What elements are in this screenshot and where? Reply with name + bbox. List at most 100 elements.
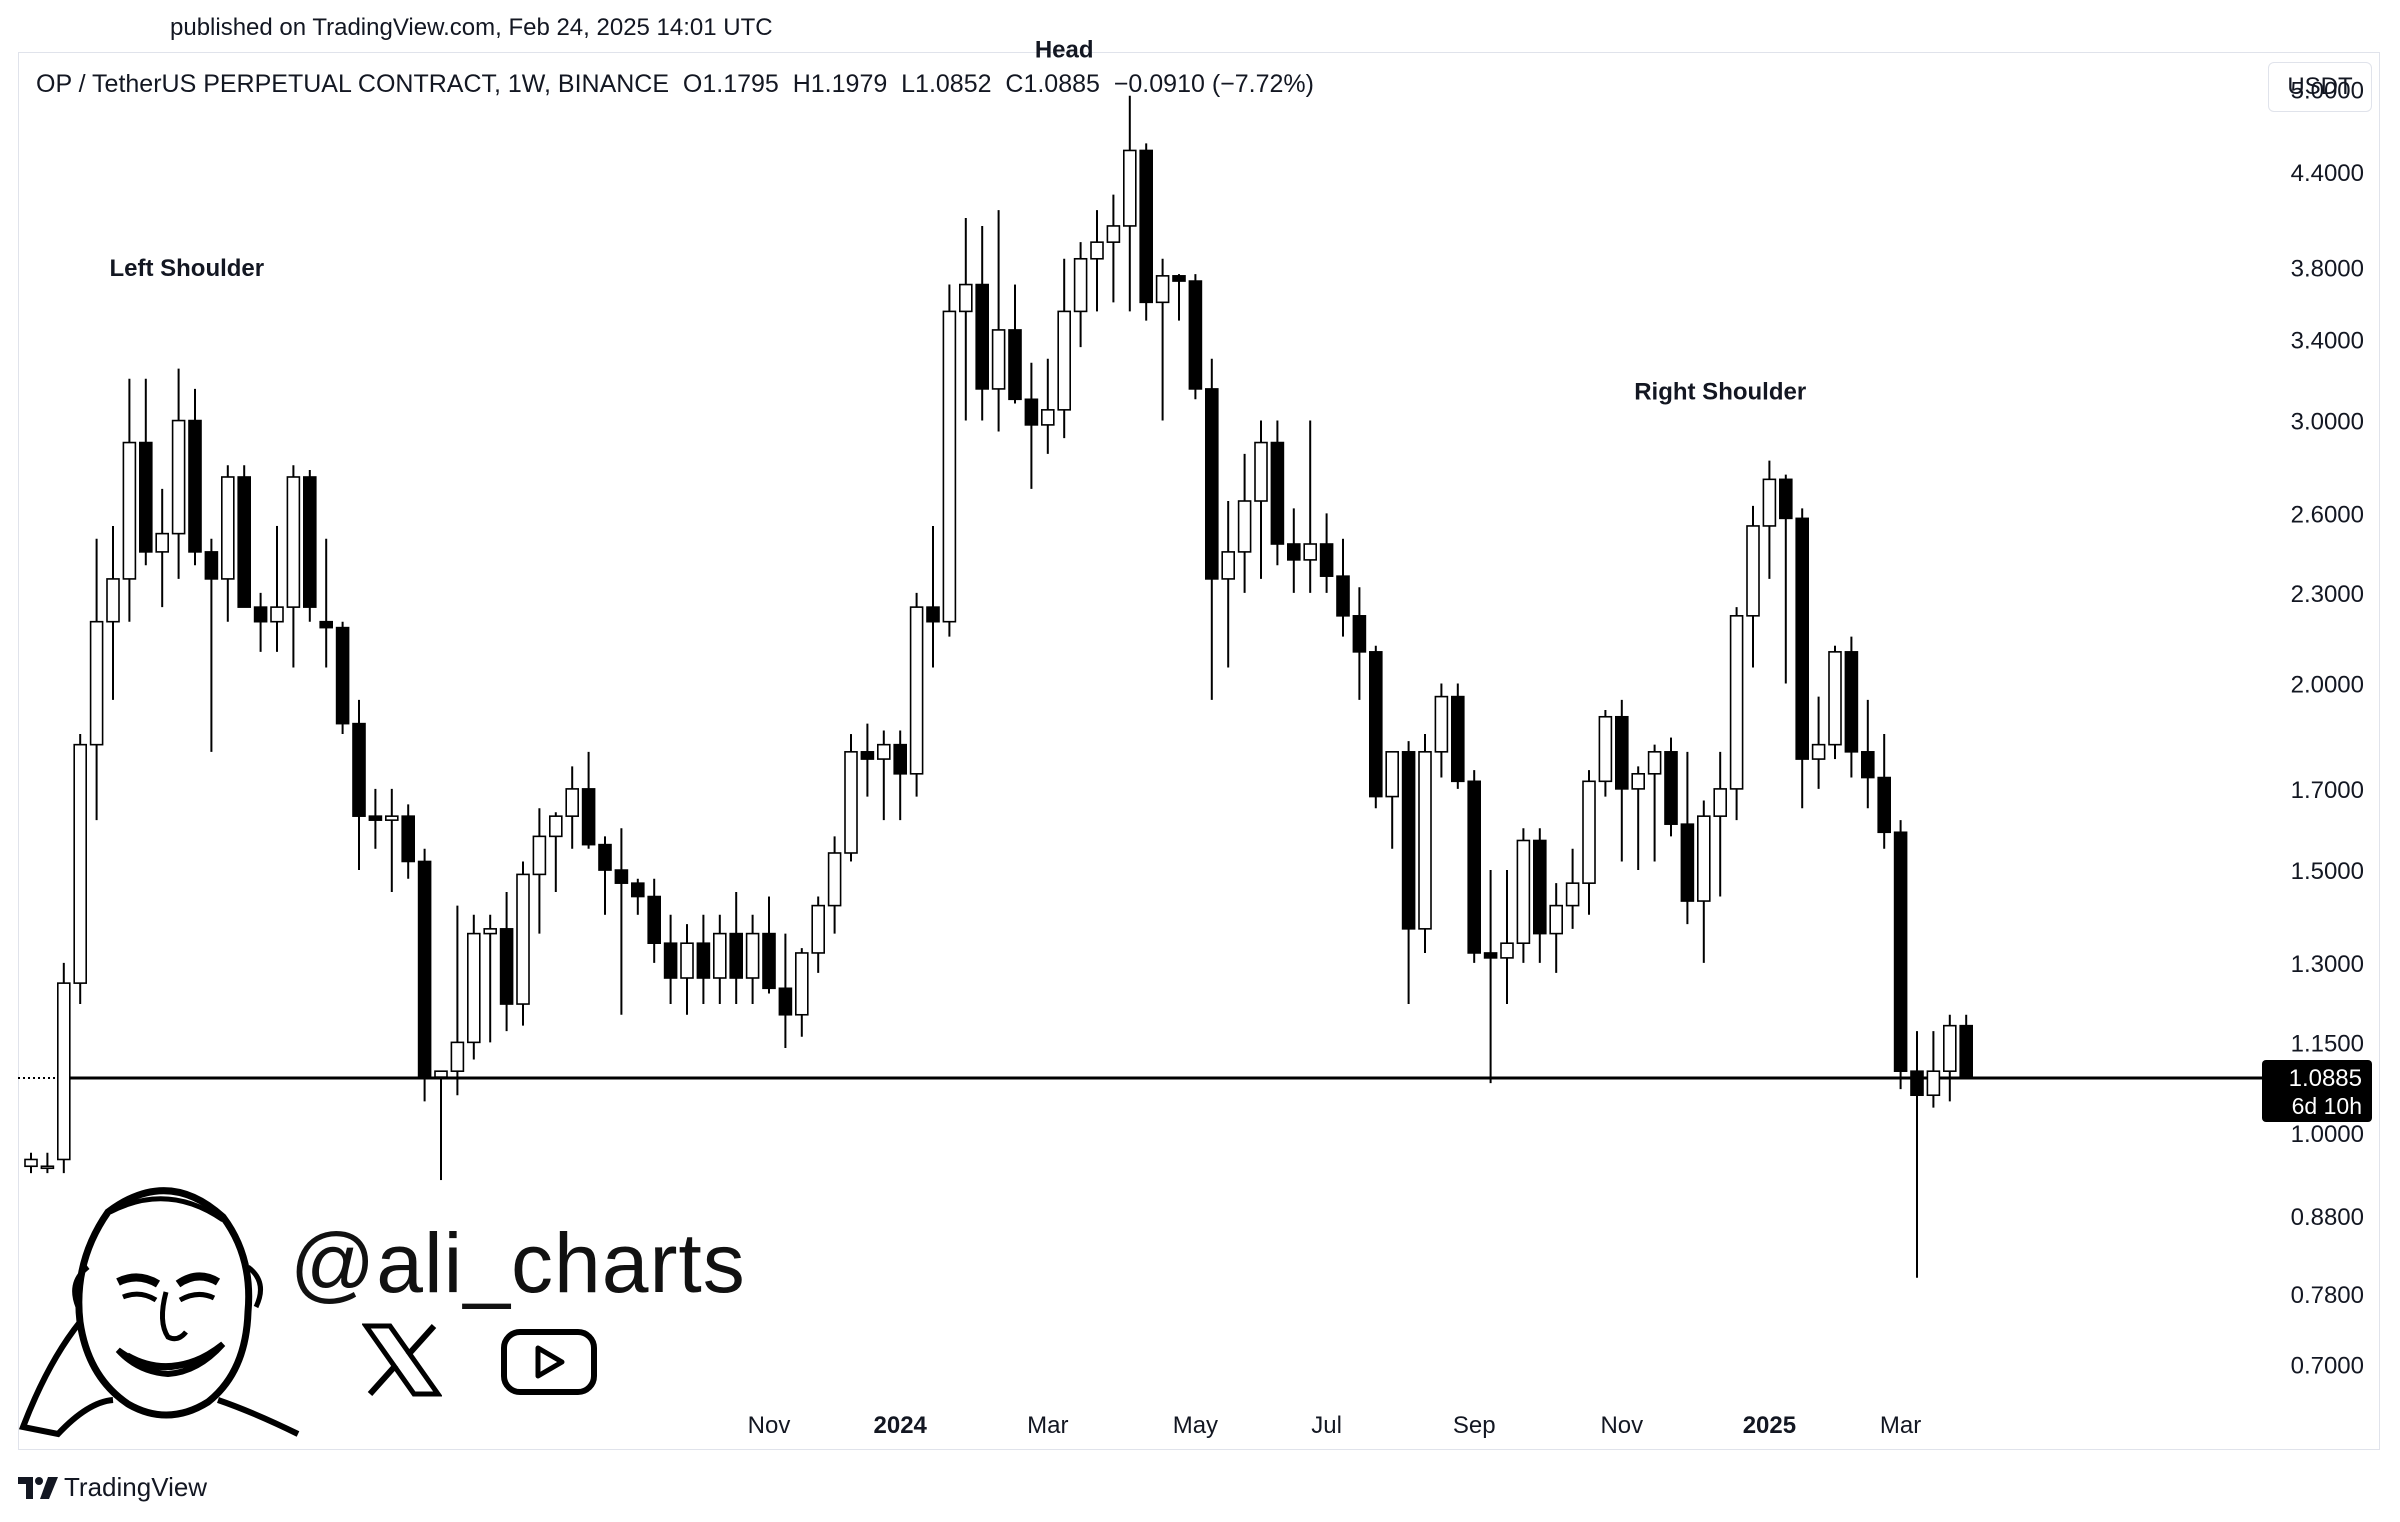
candle-body [73,743,87,984]
candle-body [253,606,268,623]
candle-body [1483,952,1498,959]
candle [1352,587,1367,700]
candle-body [1254,441,1268,502]
candle-body [139,441,153,553]
pattern-annotation: Head [1035,37,1094,64]
candle-body [270,606,284,623]
y-tick-label: 1.7000 [2291,777,2364,804]
candle-body [876,743,891,760]
candle [1828,645,1842,760]
x-tick-label: Nov [1600,1412,1643,1439]
candle [1024,362,1039,489]
candle [1385,751,1399,849]
candle [975,225,990,421]
tradingview-logo-icon [18,1476,58,1499]
candle-body [89,620,104,746]
candle-body [1713,788,1727,817]
y-tick-label: 2.3000 [2291,581,2364,608]
candle-body [729,932,744,979]
candle [1467,770,1481,963]
candle-body [844,751,858,854]
y-tick-label: 3.8000 [2291,255,2364,282]
youtube-play-icon [501,1329,597,1395]
candle-body [958,283,973,313]
candle-body [1615,715,1629,790]
y-tick-label: 5.0000 [2291,77,2364,104]
candle-body [352,722,366,817]
candle [1057,258,1071,439]
candle [1729,607,1744,821]
candle-body [1582,780,1596,884]
candle [532,808,547,934]
candle [1303,420,1317,593]
candle [1090,210,1104,312]
candle-body [1631,773,1645,790]
candle-body [1352,615,1367,653]
last-price-value: 1.0885 [2289,1065,2362,1092]
candle [270,525,284,652]
candle-body [155,532,169,553]
candle [712,914,727,1005]
candle [680,924,694,1015]
candle [1172,274,1186,321]
time-axis: Nov 2024 Mar May Jul Sep Nov 2025 Mar [748,1412,1922,1439]
symbol-ohlc-line[interactable]: OP / TetherUS PERPETUAL CONTRACT, 1W, BI… [36,70,1314,98]
y-tick-label: 2.0000 [2291,672,2364,699]
candle [1582,770,1596,915]
candle [1811,696,1826,789]
candle [811,896,826,973]
tradingview-logo[interactable]: TradingView [18,1472,207,1503]
candle-body [1418,751,1432,930]
candle [73,734,87,1005]
candle-body [1024,398,1039,426]
candle-body [302,476,317,608]
candle [384,788,399,893]
candle-body [598,843,612,871]
candle [729,892,744,1005]
candle-body [1959,1024,1973,1078]
chart-frame [18,52,2380,1450]
candle-body [1090,241,1104,260]
candle-body [1811,743,1826,760]
candle-body [1647,751,1662,775]
candle [1451,683,1465,789]
candle [598,836,612,915]
candle [1549,883,1563,973]
candle [221,465,235,622]
candle-body [516,873,530,1005]
published-info: published on TradingView.com, Feb 24, 20… [170,14,773,41]
candle [893,730,908,821]
candle-body [401,815,416,863]
currency-button[interactable]: USDT [2268,62,2372,112]
candle [171,368,186,579]
y-tick-label: 1.3000 [2291,951,2364,978]
candle-body [1139,149,1153,304]
candle-body [1172,275,1186,282]
annotation-layer: Left Shoulder Head Right Shoulder [109,37,1806,406]
candle-body [532,835,547,876]
candle-body [1336,575,1350,617]
candle-body [1500,942,1514,959]
candle [1959,1014,1973,1078]
candle [1516,828,1531,963]
candle-body [24,1158,38,1168]
candle [1762,460,1777,579]
candle [1664,737,1678,837]
candle-body [811,904,826,954]
candle-body [991,329,1006,390]
candle-body [1664,751,1678,825]
candle-body [1844,651,1859,753]
candle [1418,734,1432,953]
candle [1565,848,1580,929]
candle-body [794,952,809,1016]
candle-body [1287,543,1301,561]
candle-body [1828,651,1842,746]
candle [548,812,563,893]
candle [958,217,973,421]
candle [466,914,481,1060]
candle-body [1533,839,1547,935]
candle [1713,751,1727,897]
candle [1073,242,1088,348]
